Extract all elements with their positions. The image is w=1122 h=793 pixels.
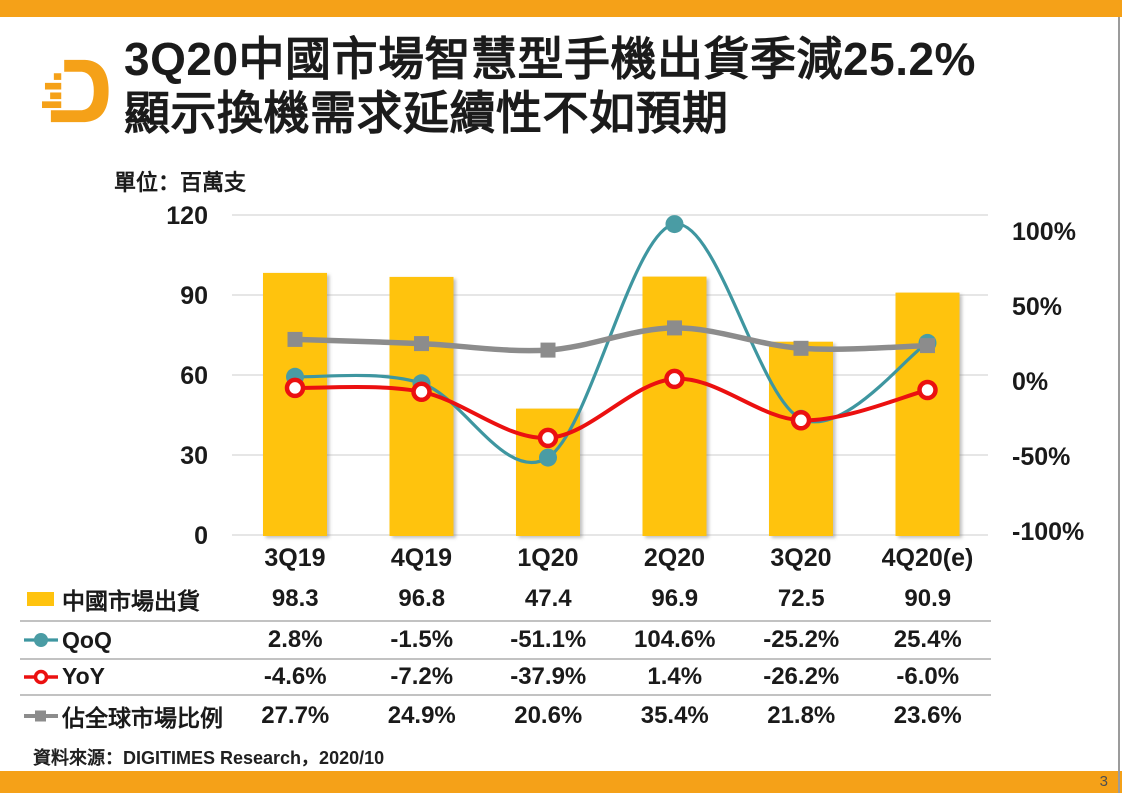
right-axis-tick: -100% bbox=[1012, 518, 1084, 546]
table-cell-YoY-1Q20: -37.9% bbox=[510, 662, 587, 690]
bar-4Q20(e) bbox=[895, 292, 960, 536]
digitimes-logo-icon bbox=[42, 59, 109, 123]
slide-right-border bbox=[1118, 17, 1120, 793]
legend-cell: 中國市場出貨 bbox=[24, 582, 232, 616]
marker-佔全球市場比例-2Q20 bbox=[667, 320, 682, 336]
bar-4Q19 bbox=[389, 276, 454, 536]
table-cell-佔全球市場比例-2Q20: 35.4% bbox=[640, 702, 709, 729]
table-separator bbox=[20, 694, 991, 696]
table-cell-QoQ-4Q20(e): 25.4% bbox=[893, 626, 962, 653]
right-axis-tick: 50% bbox=[1012, 293, 1062, 321]
bar-swatch-icon bbox=[27, 592, 54, 606]
left-axis-tick: 30 bbox=[180, 442, 208, 470]
category-label-1Q20: 1Q20 bbox=[517, 544, 578, 572]
category-label-3Q20: 3Q20 bbox=[770, 544, 831, 572]
bar-3Q19 bbox=[263, 272, 327, 536]
bottom-accent-bar: 3 bbox=[0, 771, 1122, 793]
top-accent-bar bbox=[0, 0, 1122, 17]
right-axis-tick: 0% bbox=[1012, 368, 1048, 396]
table-row-2: QoQ 2.8% -1.5% -51.1% 104.6% -25.2% 25.4% bbox=[24, 622, 991, 658]
qoq-line-marker-icon bbox=[24, 633, 58, 647]
share-line-marker-icon bbox=[24, 710, 58, 722]
page-number: 3 bbox=[1099, 773, 1108, 790]
source-note: 資料來源：DIGITIMES Research，2020/10 bbox=[33, 748, 385, 768]
marker-YoY-1Q20 bbox=[537, 427, 559, 449]
marker-佔全球市場比例-3Q19 bbox=[287, 331, 303, 347]
table-cell-中國市場出貨-1Q20: 47.4 bbox=[524, 585, 572, 612]
combo-chart: 120 90 60 30 0 100% 50% 0% -50% -100% 3Q19 4Q19 1Q20… bbox=[166, 202, 1084, 572]
legend-cell: QoQ bbox=[24, 627, 232, 654]
table-cell-QoQ-3Q20: -25.2% bbox=[763, 626, 840, 653]
right-axis-tick: 100% bbox=[1012, 218, 1076, 246]
table-cell-QoQ-3Q19: 2.8% bbox=[267, 626, 323, 653]
table-cell-YoY-4Q19: -7.2% bbox=[390, 662, 454, 690]
category-label-4Q19: 4Q19 bbox=[391, 544, 452, 572]
bar-2Q20 bbox=[642, 276, 707, 536]
legend-cell: 佔全球市場比例 bbox=[24, 699, 232, 733]
marker-QoQ-2Q20 bbox=[665, 215, 684, 234]
logo-speed-line bbox=[44, 82, 62, 90]
marker-YoY-4Q19 bbox=[411, 381, 432, 403]
title-line-2: 顯示換機需求延續性不如預期 bbox=[124, 87, 729, 139]
table-row-1: 中國市場出貨 98.3 96.8 47.4 96.9 72.5 90.9 bbox=[24, 580, 991, 618]
table-cell-中國市場出貨-4Q19: 96.8 bbox=[398, 585, 446, 612]
table-separator bbox=[20, 658, 991, 660]
legend-label: 中國市場出貨 bbox=[62, 588, 200, 614]
marker-YoY-3Q19 bbox=[284, 377, 306, 399]
unit-label: 單位：百萬支 bbox=[114, 170, 247, 195]
yoy-line-marker-icon bbox=[24, 669, 58, 684]
table-cell-佔全球市場比例-3Q20: 21.8% bbox=[767, 702, 836, 729]
slide-title: 3Q20中國市場智慧型手機出貨季減25.2% 顯示換機需求延續性不如預期 bbox=[124, 32, 976, 140]
line-佔全球市場比例 bbox=[294, 325, 928, 354]
marker-佔全球市場比例-3Q20 bbox=[793, 340, 809, 356]
table-cell-QoQ-2Q20: 104.6% bbox=[634, 626, 716, 653]
table-cell-中國市場出貨-3Q19: 98.3 bbox=[271, 585, 319, 612]
category-label-2Q20: 2Q20 bbox=[644, 544, 705, 572]
table-cell-佔全球市場比例-3Q19: 27.7% bbox=[261, 702, 330, 729]
table-cell-YoY-4Q20(e): -6.0% bbox=[896, 662, 960, 690]
marker-佔全球市場比例-4Q20(e) bbox=[920, 338, 935, 354]
legend-label: QoQ bbox=[62, 626, 112, 653]
table-cell-QoQ-4Q19: -1.5% bbox=[390, 626, 454, 653]
table-row-4: 佔全球市場比例 27.7% 24.9% 20.6% 35.4% 21.8% 23.6% bbox=[24, 696, 991, 736]
table-cell-中國市場出貨-2Q20: 96.9 bbox=[651, 585, 699, 612]
table-cell-中國市場出貨-4Q20(e): 90.9 bbox=[904, 585, 952, 612]
marker-YoY-2Q20 bbox=[664, 368, 685, 390]
legend-label: YoY bbox=[62, 663, 106, 689]
logo-speed-line bbox=[50, 92, 62, 100]
left-axis-tick: 60 bbox=[180, 362, 208, 390]
marker-YoY-3Q20 bbox=[790, 410, 812, 431]
table-cell-QoQ-1Q20: -51.1% bbox=[510, 626, 587, 653]
marker-佔全球市場比例-4Q19 bbox=[414, 336, 429, 352]
marker-YoY-4Q20(e) bbox=[917, 379, 938, 401]
legend-cell: YoY bbox=[24, 663, 232, 690]
table-separator bbox=[20, 620, 991, 622]
table-cell-佔全球市場比例-4Q20(e): 23.6% bbox=[893, 702, 962, 729]
table-cell-YoY-3Q19: -4.6% bbox=[263, 662, 327, 690]
title-line-1: 3Q20中國市場智慧型手機出貨季減25.2% bbox=[124, 33, 976, 85]
logo-speed-line bbox=[42, 101, 62, 109]
table-cell-佔全球市場比例-4Q19: 24.9% bbox=[387, 702, 456, 729]
right-axis-tick: -50% bbox=[1012, 443, 1070, 471]
table-row-3: YoY -4.6% -7.2% -37.9% 1.4% -26.2% -6.0% bbox=[24, 659, 991, 694]
line-YoY bbox=[294, 376, 928, 440]
left-axis-tick: 0 bbox=[194, 522, 208, 550]
table-cell-YoY-3Q20: -26.2% bbox=[763, 662, 840, 690]
left-axis-tick: 90 bbox=[180, 282, 208, 310]
marker-佔全球市場比例-1Q20 bbox=[540, 342, 556, 358]
category-label-4Q20(e): 4Q20(e) bbox=[882, 544, 974, 572]
category-label-3Q19: 3Q19 bbox=[264, 544, 325, 572]
bar-3Q20 bbox=[769, 341, 833, 536]
legend-label: 佔全球市場比例 bbox=[62, 705, 223, 731]
left-axis-tick: 120 bbox=[166, 202, 208, 230]
table-cell-中國市場出貨-3Q20: 72.5 bbox=[777, 585, 825, 612]
table-cell-YoY-2Q20: 1.4% bbox=[647, 662, 703, 690]
logo-speed-line bbox=[53, 73, 62, 80]
table-cell-佔全球市場比例-1Q20: 20.6% bbox=[514, 702, 583, 729]
marker-QoQ-1Q20 bbox=[539, 448, 557, 467]
